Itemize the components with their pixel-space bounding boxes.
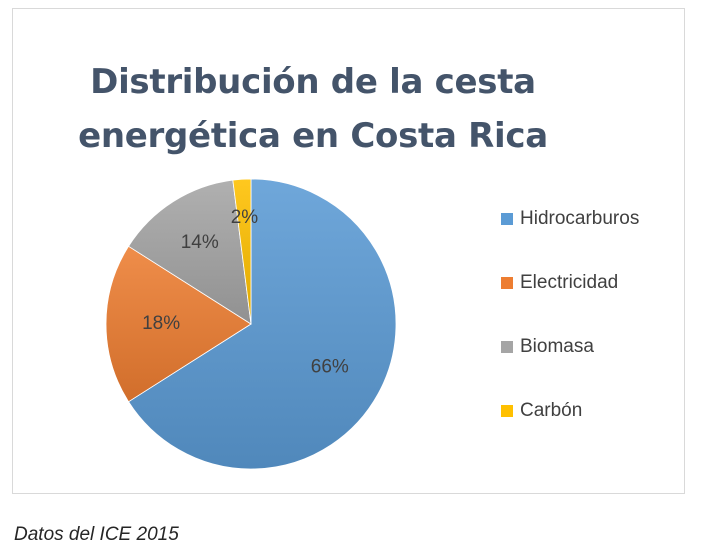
data-label-biomasa: 14% xyxy=(181,232,219,253)
legend-label: Carbón xyxy=(520,400,583,421)
data-label-carb-n: 2% xyxy=(231,207,259,228)
pie-chart: 66% 18% 14% 2% xyxy=(105,178,397,470)
chart-title-line-1: Distribución de la cesta xyxy=(90,62,536,102)
pie-data-labels: 66% 18% 14% 2% xyxy=(142,207,349,378)
pie-slice-hidrocarburos xyxy=(128,178,397,470)
chart-legend: Hidrocarburos Electricidad Biomasa Carbó… xyxy=(501,207,639,463)
pie-slice-electricidad xyxy=(105,245,252,403)
legend-item-hidrocarburos: Hidrocarburos xyxy=(501,207,639,231)
chart-area: Distribución de la cesta energética en C… xyxy=(12,8,685,494)
legend-swatch xyxy=(501,213,513,225)
pie-slice-carb-n xyxy=(232,178,252,325)
legend-swatch xyxy=(501,277,513,289)
legend-swatch xyxy=(501,341,513,353)
legend-item-carbon: Carbón xyxy=(501,399,639,423)
chart-title: Distribución de la cesta energética en C… xyxy=(13,55,613,163)
pie-slice-biomasa xyxy=(128,179,252,325)
legend-label: Electricidad xyxy=(520,272,619,293)
legend-item-electricidad: Electricidad xyxy=(501,271,639,295)
data-label-electricidad: 18% xyxy=(142,313,180,334)
legend-label: Biomasa xyxy=(520,336,594,357)
pie-slices xyxy=(105,178,397,470)
data-label-hidrocarburos: 66% xyxy=(311,356,349,377)
legend-label: Hidrocarburos xyxy=(520,208,640,229)
legend-item-biomasa: Biomasa xyxy=(501,335,639,359)
source-note: Datos del ICE 2015 xyxy=(14,524,179,545)
chart-title-line-2: energética en Costa Rica xyxy=(78,116,548,156)
legend-swatch xyxy=(501,405,513,417)
